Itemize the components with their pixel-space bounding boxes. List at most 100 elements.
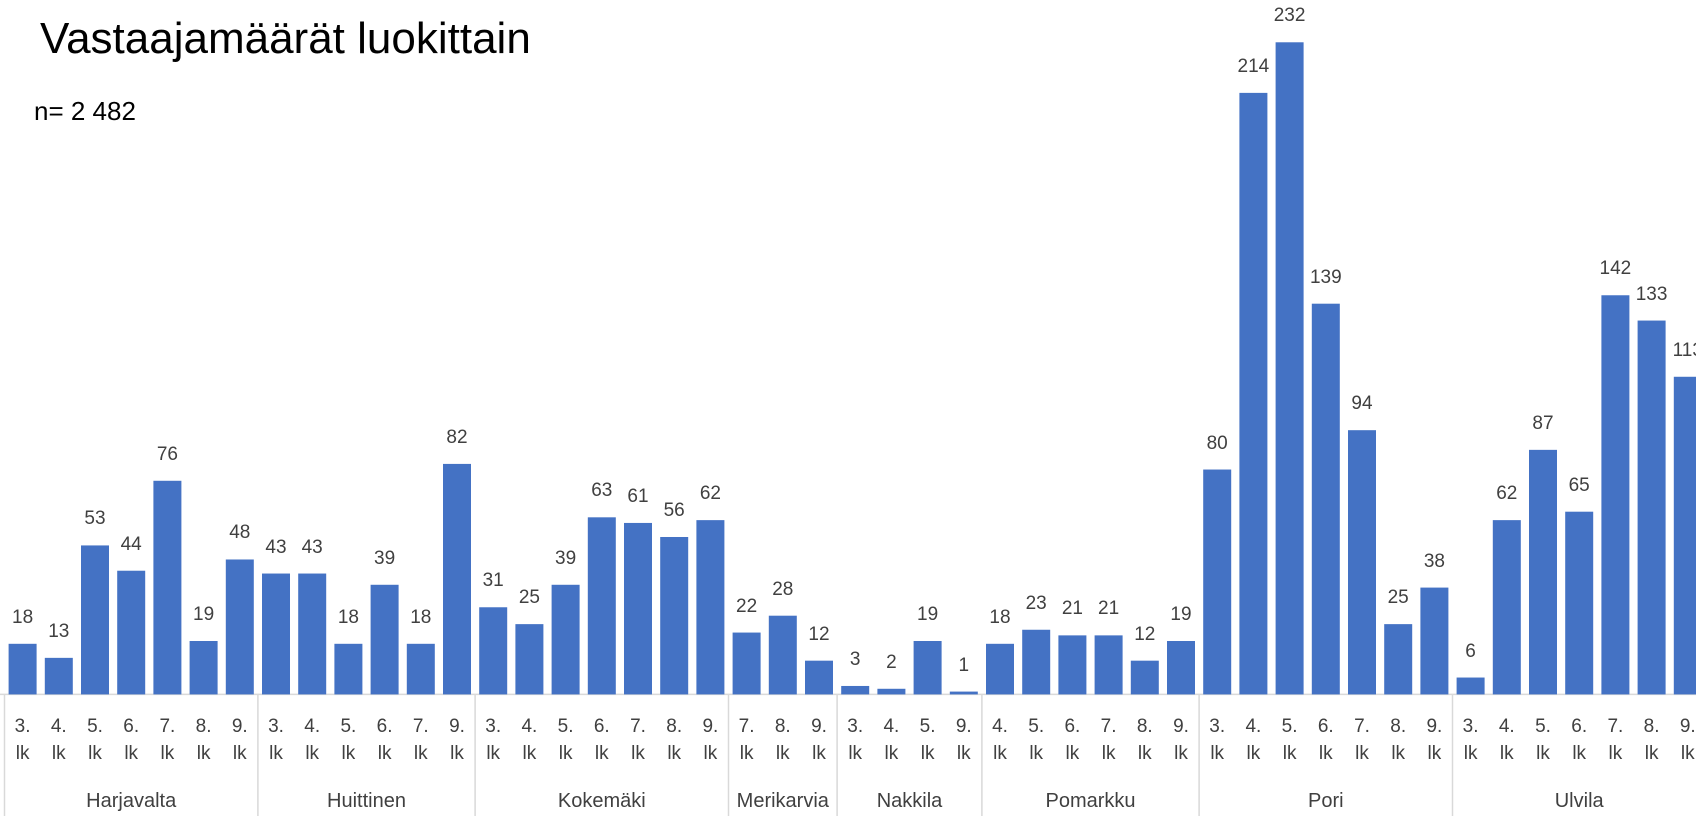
bar: [370, 584, 399, 695]
value-label: 25: [1387, 587, 1409, 609]
x-tick-label: 5. lk: [87, 716, 103, 764]
value-label: 23: [1025, 592, 1047, 614]
x-tick-label: 9. lk: [1679, 716, 1696, 764]
x-tick-label: 3. lk: [485, 716, 502, 764]
x-tick-label: 9. lk: [449, 716, 465, 764]
value-label: 61: [627, 485, 649, 507]
value-label: 28: [772, 578, 794, 600]
value-label: 18: [337, 606, 359, 628]
value-label: 18: [989, 606, 1011, 628]
value-label: 142: [1599, 258, 1632, 280]
value-label: 62: [1496, 483, 1518, 505]
value-label: 43: [265, 536, 287, 558]
bar: [768, 615, 797, 695]
bar: [81, 545, 109, 695]
value-label: 1: [958, 654, 970, 676]
x-tick-label: 7. lk: [1354, 716, 1370, 764]
value-label: 12: [1134, 623, 1156, 645]
value-label: 21: [1098, 598, 1120, 620]
group-label: Nakkila: [876, 790, 943, 812]
x-tick-label: 4. lk: [521, 716, 538, 764]
x-tick-label: 4. lk: [50, 716, 67, 764]
x-tick-label: 4. lk: [992, 716, 1008, 764]
x-tick-label: 5. lk: [1028, 716, 1045, 764]
value-label: 87: [1532, 412, 1554, 434]
x-tick-label: 7. lk: [159, 716, 176, 764]
chart-subtitle: n= 2 482: [34, 96, 136, 126]
x-tick-label: 8. lk: [1643, 716, 1660, 764]
x-tick-label: 9. lk: [231, 716, 248, 764]
value-label: 94: [1351, 393, 1373, 415]
bar: [443, 463, 471, 695]
x-tick-label: 8. lk: [774, 716, 791, 764]
value-label: 56: [663, 499, 685, 521]
bar: [1529, 449, 1557, 695]
value-label: 232: [1273, 5, 1306, 27]
x-tick-label: 6. lk: [1064, 716, 1081, 764]
x-tick-label: 3. lk: [847, 716, 864, 764]
value-label: 65: [1568, 474, 1590, 496]
x-tick-label: 8. lk: [666, 716, 683, 764]
value-label: 39: [374, 547, 396, 569]
bar: [479, 607, 508, 695]
bar: [1203, 469, 1232, 695]
bar: [1275, 42, 1304, 695]
group-label: Merikarvia: [736, 790, 829, 812]
bar: [1673, 376, 1696, 695]
x-tick-label: 5. lk: [1535, 716, 1551, 764]
bar: [986, 643, 1014, 695]
bar: [406, 643, 435, 695]
bar: [1637, 320, 1666, 695]
bar: [660, 536, 689, 695]
x-tick-label: 9. lk: [702, 716, 719, 764]
value-label: 113: [1672, 339, 1696, 361]
chart-title: Vastaajamäärät luokittain: [40, 14, 531, 63]
x-tick-label: 4. lk: [1498, 716, 1515, 764]
bar: [1022, 629, 1051, 695]
bar: [117, 570, 146, 695]
bar: [1565, 511, 1594, 695]
x-tick-label: 9. lk: [811, 716, 827, 764]
bar: [587, 517, 616, 695]
x-tick-label: 7. lk: [412, 716, 429, 764]
value-label: 39: [555, 547, 577, 569]
group-label: Pori: [1308, 790, 1344, 812]
value-label: 6: [1465, 640, 1476, 662]
bar: [732, 632, 761, 695]
value-label: 80: [1206, 432, 1228, 454]
group-label: Pomarkku: [1045, 790, 1136, 812]
group-label: Harjavalta: [86, 790, 177, 812]
x-tick-label: 7. lk: [630, 716, 646, 764]
value-label: 53: [84, 508, 106, 530]
value-label: 18: [12, 606, 34, 628]
x-tick-label: 7. lk: [1607, 716, 1624, 764]
value-label: 62: [699, 483, 721, 505]
value-label: 21: [1061, 598, 1083, 620]
value-label: 22: [736, 595, 758, 617]
x-tick-label: 5. lk: [557, 716, 574, 764]
x-tick-label: 3. lk: [14, 716, 31, 764]
x-tick-label: 3. lk: [1462, 716, 1479, 764]
x-tick-label: 7. lk: [738, 716, 755, 764]
x-tick-label: 9. lk: [1426, 716, 1443, 764]
bar: [624, 522, 652, 695]
bar: [1094, 635, 1123, 695]
value-label: 63: [591, 480, 613, 502]
value-label: 76: [156, 443, 178, 465]
value-label: 44: [120, 533, 142, 555]
bar: [696, 520, 725, 695]
group-label: Kokemäki: [557, 790, 646, 812]
x-tick-label: 4. lk: [304, 716, 321, 764]
bar: [189, 640, 218, 695]
bar: [841, 685, 870, 695]
value-label: 43: [301, 536, 323, 558]
x-tick-label: 3. lk: [268, 716, 284, 764]
value-label: 48: [229, 522, 251, 544]
x-tick-label: 8. lk: [195, 716, 212, 764]
value-label: 31: [482, 570, 504, 592]
x-tick-label: 8. lk: [1136, 716, 1153, 764]
value-label: 139: [1309, 266, 1342, 288]
group-label: Huittinen: [327, 790, 406, 812]
